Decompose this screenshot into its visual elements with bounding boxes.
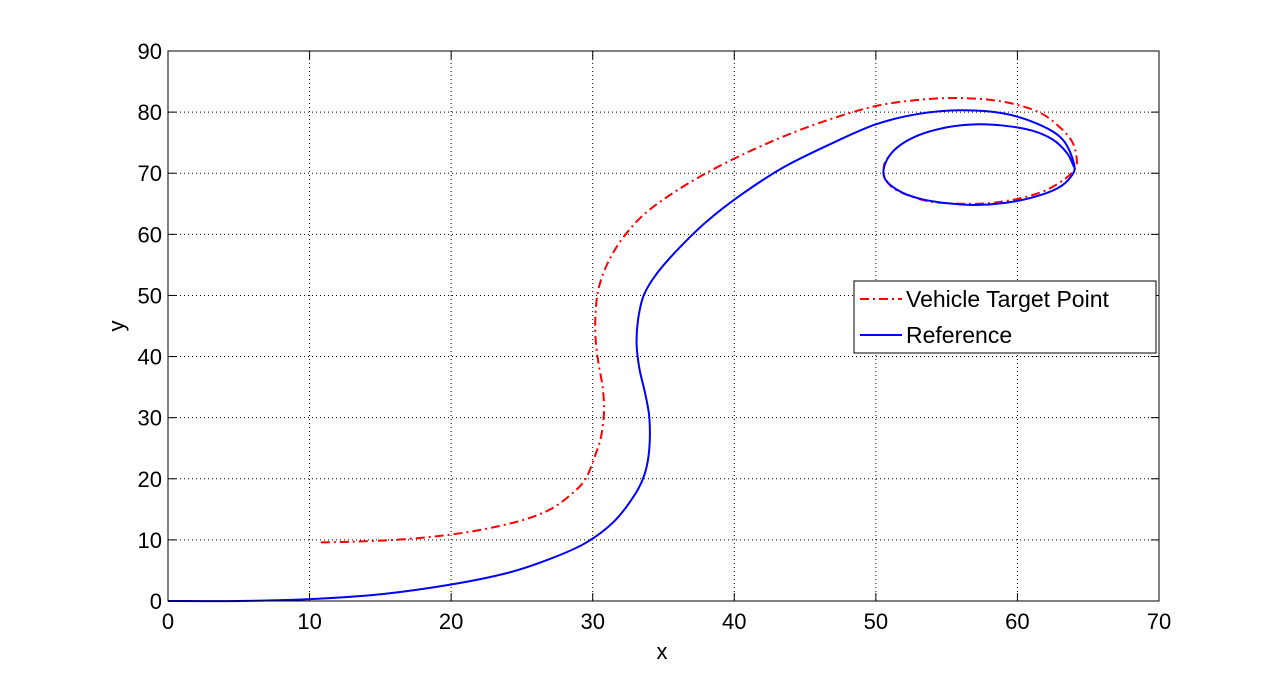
x-tick-label: 60: [1005, 609, 1029, 634]
y-tick-label: 0: [150, 589, 162, 614]
legend-label-reference: Reference: [906, 322, 1012, 348]
y-tick-label: 80: [138, 100, 162, 125]
x-tick-label: 50: [864, 609, 888, 634]
axis-ticks: [167, 50, 1160, 602]
x-tick-label: 40: [722, 609, 746, 634]
x-tick-label: 30: [580, 609, 604, 634]
y-tick-label: 30: [138, 406, 162, 431]
series-lines: [167, 96, 1078, 603]
axes-box: [167, 50, 1160, 602]
x-axis-label: x: [657, 639, 668, 664]
series-line-vehicle-target-point: [320, 96, 1078, 544]
y-tick-label: 20: [138, 467, 162, 492]
series-line-reference: [167, 109, 1076, 603]
y-tick-label: 10: [138, 528, 162, 553]
legend-box: [853, 280, 1157, 354]
y-tick-label: 40: [138, 345, 162, 370]
x-tick-label: 0: [162, 609, 174, 634]
legend: Vehicle Target Point Reference: [853, 280, 1157, 354]
y-tick-label: 90: [138, 39, 162, 64]
y-tick-label: 50: [138, 283, 162, 308]
y-tick-label: 60: [138, 222, 162, 247]
legend-label-vehicle-target-point: Vehicle Target Point: [906, 286, 1109, 312]
y-tick-label: 70: [138, 161, 162, 186]
tick-labels: 0 10 20 30 40 50 60 70 0 10 20 30 40 50 60 70 80 90: [138, 39, 1172, 634]
x-tick-label: 10: [297, 609, 321, 634]
y-axis-label: y: [104, 321, 129, 332]
x-tick-label: 70: [1147, 609, 1171, 634]
x-tick-label: 20: [439, 609, 463, 634]
